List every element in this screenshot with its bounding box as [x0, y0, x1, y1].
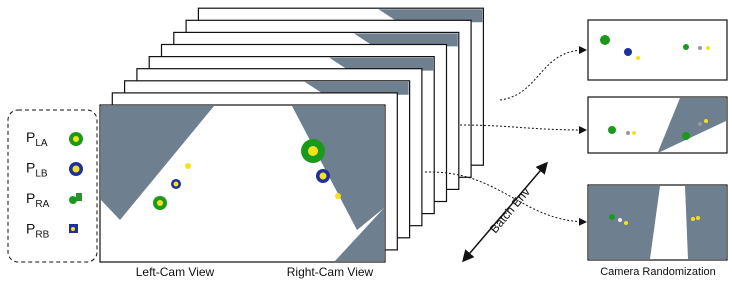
legend-base: P — [26, 129, 35, 145]
batch-env-label: Batch Env — [487, 185, 533, 236]
legend-label: PLA — [26, 129, 48, 149]
legend-sub: RA — [35, 199, 49, 210]
legend — [8, 110, 97, 262]
figure: Left-Cam View Right-Cam View PLAPLBPRAPR… — [0, 0, 732, 285]
legend-base: P — [26, 160, 35, 176]
randomization-label: Camera Randomization — [600, 266, 716, 278]
legend-base: P — [26, 221, 35, 237]
legend-base: P — [26, 190, 35, 206]
legend-sub: RB — [35, 230, 49, 241]
thumbnails — [588, 20, 727, 260]
front-frame — [100, 105, 385, 262]
right-cam-label: Right-Cam View — [287, 265, 374, 279]
legend-sub: LB — [35, 169, 48, 180]
left-cam-label: Left-Cam View — [136, 265, 215, 279]
legend-label: PLB — [26, 160, 48, 180]
legend-sub: LA — [35, 138, 48, 149]
legend-label: PRB — [26, 221, 50, 241]
legend-label: PRA — [26, 190, 50, 210]
